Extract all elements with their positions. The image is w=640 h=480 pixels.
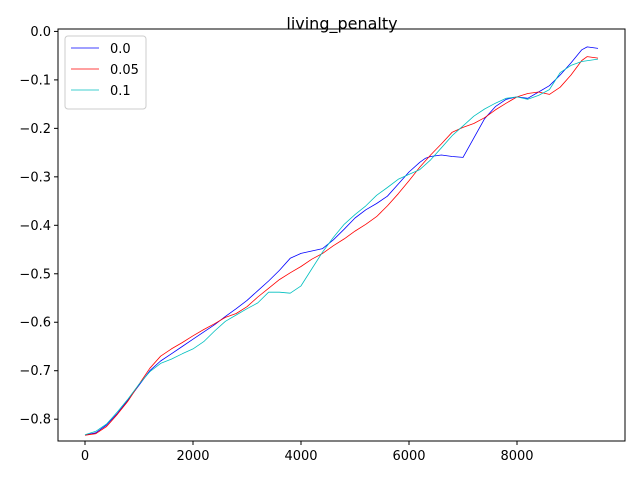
legend-label: 0.0 <box>110 42 131 57</box>
x-tick-label: 8000 <box>500 449 533 464</box>
x-tick-label: 0 <box>81 449 89 464</box>
series-layer <box>84 46 599 436</box>
series-line-2 <box>84 58 599 436</box>
y-tick-label: −0.7 <box>19 364 51 379</box>
legend-box <box>64 35 147 110</box>
chart-title: living_penalty <box>286 14 397 34</box>
x-tick-label: 6000 <box>392 449 425 464</box>
y-tick-label: −0.2 <box>19 122 51 137</box>
legend-label: 0.1 <box>110 84 131 99</box>
series-line-1 <box>84 56 599 436</box>
legend: 0.0 0.05 0.1 <box>64 35 147 110</box>
y-tick-label: −0.8 <box>19 413 51 428</box>
y-tick-label: −0.1 <box>19 73 51 88</box>
x-tick-label: 4000 <box>284 449 317 464</box>
plot-frame <box>57 28 626 442</box>
y-tick-label: −0.4 <box>19 219 51 234</box>
x-tick-label: 2000 <box>176 449 209 464</box>
y-tick-label: 0.0 <box>30 25 51 40</box>
y-tick-label: −0.5 <box>19 267 51 282</box>
legend-label: 0.05 <box>110 63 139 78</box>
axes-layer: 0 2000 4000 6000 8000 0.0 −0.1 −0.2 −0.3 −0.4 −0.5… <box>19 25 533 464</box>
y-tick-label: −0.6 <box>19 316 51 331</box>
y-tick-label: −0.3 <box>19 170 51 185</box>
